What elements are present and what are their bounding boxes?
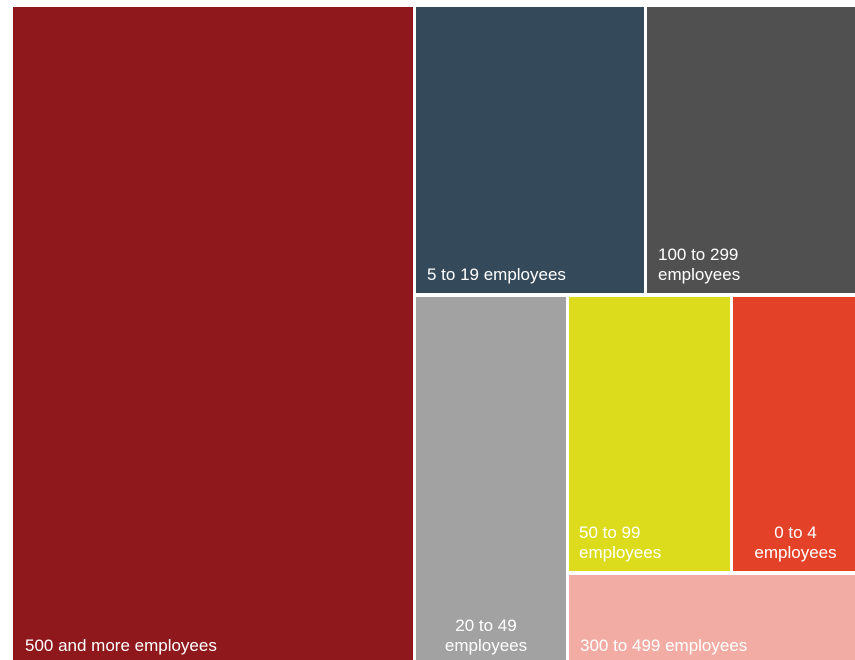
tile-5-to-19-employees: 5 to 19 employees xyxy=(416,7,644,293)
tile-label: 100 to 299 employees xyxy=(658,245,741,284)
tile-500-and-more-employees: 500 and more employees xyxy=(13,7,413,660)
tile-label: 50 to 99 employees xyxy=(579,523,662,562)
tile-label: 300 to 499 employees xyxy=(580,636,748,655)
tile-label: 0 to 4 employees xyxy=(754,523,837,562)
tile-20-to-49-employees: 20 to 49 employees xyxy=(416,297,566,660)
tile-50-to-99-employees: 50 to 99 employees xyxy=(569,297,730,571)
tile-0-to-4-employees: 0 to 4 employees xyxy=(733,297,855,571)
tile-label: 5 to 19 employees xyxy=(427,265,566,284)
tile-300-to-499-employees: 300 to 499 employees xyxy=(569,575,855,660)
tile-label: 20 to 49 employees xyxy=(444,616,528,655)
tile-100-to-299-employees: 100 to 299 employees xyxy=(647,7,855,293)
tile-label: 500 and more employees xyxy=(25,636,217,655)
